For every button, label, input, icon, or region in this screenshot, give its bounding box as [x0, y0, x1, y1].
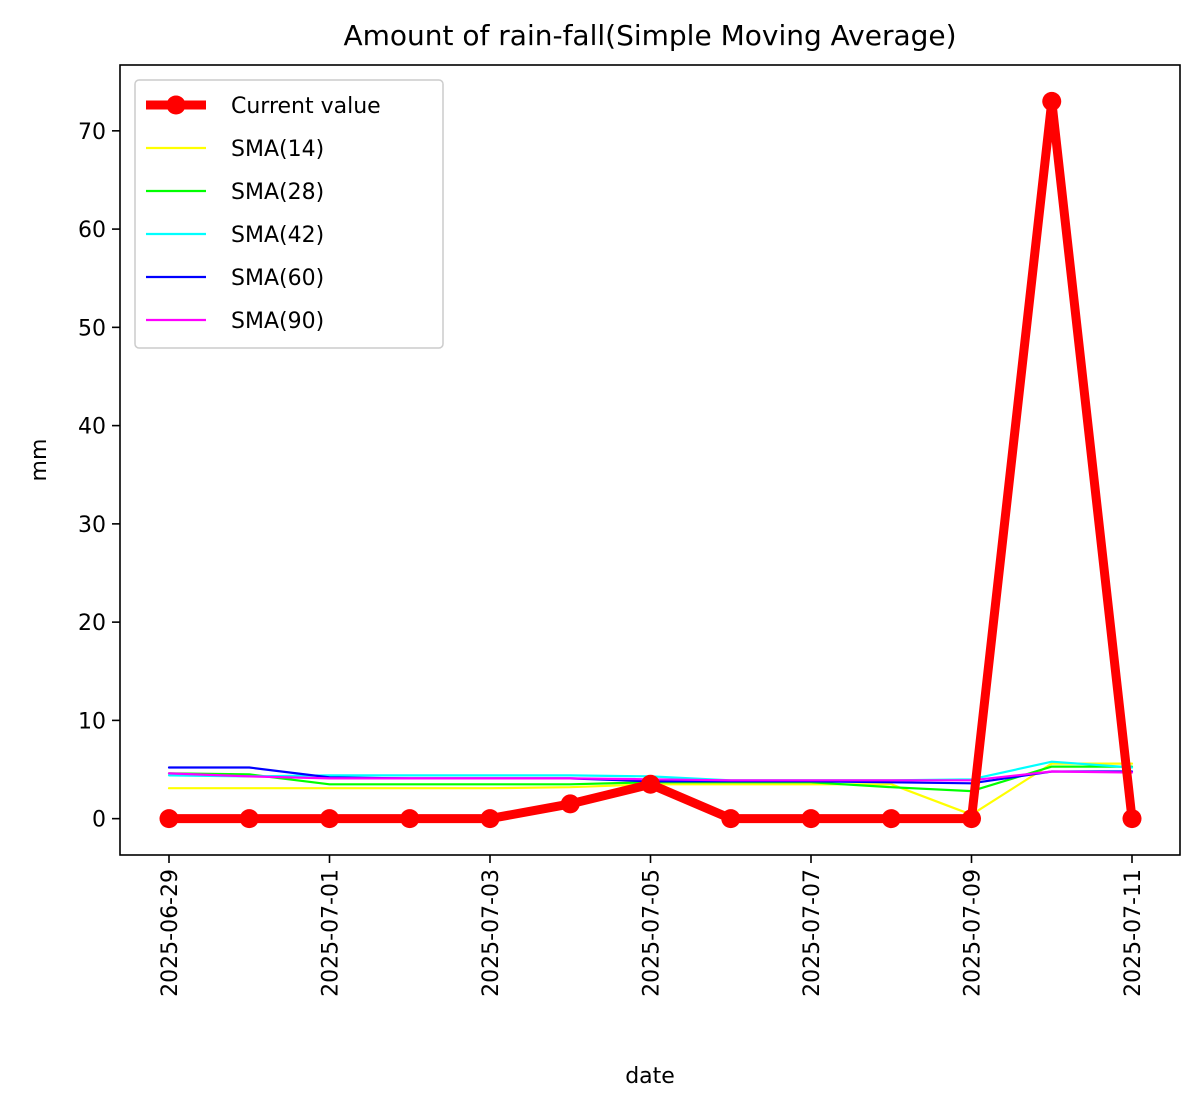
y-axis: 0 10 20 30 40 50 60 70 [78, 120, 120, 833]
data-point-current-value [721, 809, 741, 829]
y-tick-label: 60 [78, 218, 106, 243]
data-point-current-value [962, 809, 981, 829]
x-axis: 2025-06-29 2025-07-01 2025-07-03 2025-07-05… [158, 855, 1146, 997]
x-tick-label: 2025-07-07 [800, 869, 825, 997]
data-point-current-value [400, 809, 420, 829]
data-point-current-value [1042, 91, 1062, 111]
data-point-current-value [320, 809, 339, 829]
x-tick-label: 2025-07-09 [961, 869, 986, 997]
legend-label: SMA(60) [231, 266, 324, 291]
data-point-current-value [881, 809, 901, 829]
legend-box [134, 79, 444, 349]
y-tick-label: 40 [78, 415, 106, 440]
data-point-current-value [480, 809, 500, 829]
y-tick-label: 20 [78, 611, 106, 636]
data-point-current-value [159, 809, 179, 829]
data-point-current-value [1122, 809, 1142, 829]
legend-label: SMA(42) [231, 223, 324, 248]
plot-area [159, 91, 1142, 829]
x-tick-label: 2025-07-03 [479, 869, 504, 997]
legend-label: Current value [231, 94, 381, 119]
x-tick-label: 2025-07-05 [640, 869, 665, 997]
y-tick-label: 10 [78, 709, 106, 734]
legend-marker [166, 95, 186, 115]
y-tick-label: 50 [78, 316, 106, 341]
data-point-current-value [560, 794, 580, 814]
y-axis-label: mm [27, 439, 52, 482]
y-tick-label: 0 [92, 808, 106, 833]
legend-label: SMA(28) [231, 180, 324, 205]
y-tick-label: 70 [78, 120, 106, 145]
x-tick-label: 2025-06-29 [158, 869, 183, 997]
legend-label: SMA(14) [231, 137, 324, 162]
data-point-current-value [239, 809, 259, 829]
legend-label: SMA(90) [231, 309, 324, 334]
x-axis-label: date [625, 1064, 675, 1089]
chart-title: Amount of rain-fall(Simple Moving Averag… [343, 19, 956, 52]
data-point-current-value [801, 809, 821, 829]
y-tick-label: 30 [78, 513, 106, 538]
data-point-current-value [641, 774, 660, 794]
x-tick-label: 2025-07-11 [1121, 869, 1146, 997]
legend: Current value SMA(14) SMA(28) SMA(42) SMA(60… [134, 79, 444, 349]
x-tick-label: 2025-07-01 [319, 869, 344, 997]
